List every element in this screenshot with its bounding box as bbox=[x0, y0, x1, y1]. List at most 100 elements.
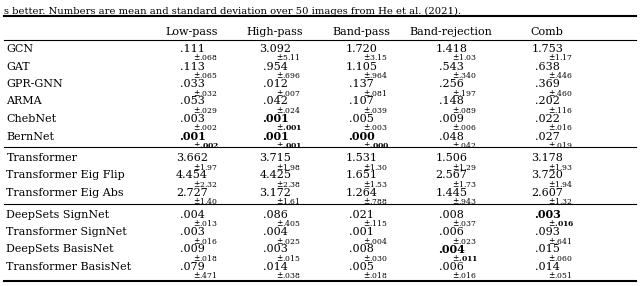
Text: $\pm$1.29: $\pm$1.29 bbox=[452, 162, 477, 172]
Text: $\pm$2.38: $\pm$2.38 bbox=[276, 179, 301, 189]
Text: 3.662: 3.662 bbox=[176, 153, 208, 163]
Text: .005: .005 bbox=[349, 114, 374, 124]
Text: $\pm$.039: $\pm$.039 bbox=[363, 105, 387, 115]
Text: $\pm$.068: $\pm$.068 bbox=[193, 53, 218, 63]
Text: $\pm$5.11: $\pm$5.11 bbox=[276, 53, 301, 63]
Text: .111: .111 bbox=[180, 44, 204, 54]
Text: 4.454: 4.454 bbox=[176, 170, 208, 180]
Text: $\pm$1.97: $\pm$1.97 bbox=[193, 162, 218, 172]
Text: $\pm$.004: $\pm$.004 bbox=[363, 235, 388, 245]
Text: $\pm$.405: $\pm$.405 bbox=[276, 218, 301, 228]
Text: .638: .638 bbox=[535, 61, 559, 72]
Text: $\pm$.002: $\pm$.002 bbox=[193, 122, 218, 132]
Text: $\pm$3.15: $\pm$3.15 bbox=[363, 53, 387, 63]
Text: Comb: Comb bbox=[531, 27, 564, 37]
Text: .093: .093 bbox=[535, 227, 559, 237]
Text: $\pm$1.94: $\pm$1.94 bbox=[548, 179, 573, 189]
Text: $\pm$.340: $\pm$.340 bbox=[452, 70, 477, 80]
Text: 1.264: 1.264 bbox=[346, 188, 378, 198]
Text: $\pm$.081: $\pm$.081 bbox=[363, 88, 387, 98]
Text: .008: .008 bbox=[349, 245, 374, 255]
Text: .086: .086 bbox=[263, 210, 287, 219]
Text: .107: .107 bbox=[349, 96, 374, 106]
Text: Transformer BasisNet: Transformer BasisNet bbox=[6, 262, 132, 272]
Text: 2.607: 2.607 bbox=[531, 188, 563, 198]
Text: 1.753: 1.753 bbox=[531, 44, 563, 54]
Text: .001: .001 bbox=[262, 114, 289, 124]
Text: 1.531: 1.531 bbox=[346, 153, 378, 163]
Text: $\pm$.019: $\pm$.019 bbox=[548, 140, 573, 150]
Text: .005: .005 bbox=[349, 262, 374, 272]
Text: .006: .006 bbox=[439, 227, 463, 237]
Text: $\pm$2.32: $\pm$2.32 bbox=[193, 179, 218, 189]
Text: $\pm$.115: $\pm$.115 bbox=[363, 218, 387, 228]
Text: 4.425: 4.425 bbox=[259, 170, 291, 180]
Text: .042: .042 bbox=[263, 96, 287, 106]
Text: .022: .022 bbox=[535, 114, 559, 124]
Text: $\pm$.001: $\pm$.001 bbox=[276, 140, 303, 150]
Text: $\pm$.001: $\pm$.001 bbox=[276, 122, 303, 132]
Text: $\pm$.197: $\pm$.197 bbox=[452, 88, 477, 98]
Text: $\pm$1.73: $\pm$1.73 bbox=[452, 179, 477, 189]
Text: $\pm$1.17: $\pm$1.17 bbox=[548, 53, 573, 63]
Text: Band-pass: Band-pass bbox=[333, 27, 390, 37]
Text: $\pm$.042: $\pm$.042 bbox=[452, 140, 477, 150]
Text: 3.715: 3.715 bbox=[259, 153, 291, 163]
Text: .004: .004 bbox=[438, 244, 465, 255]
Text: .003: .003 bbox=[534, 209, 561, 220]
Text: $\pm$.446: $\pm$.446 bbox=[548, 70, 573, 80]
Text: 1.720: 1.720 bbox=[346, 44, 378, 54]
Text: .033: .033 bbox=[180, 79, 204, 89]
Text: .027: .027 bbox=[535, 132, 559, 142]
Text: .003: .003 bbox=[263, 245, 287, 255]
Text: $\pm$.024: $\pm$.024 bbox=[276, 105, 301, 115]
Text: BernNet: BernNet bbox=[6, 132, 54, 142]
Text: 2.567: 2.567 bbox=[435, 170, 467, 180]
Text: 1.105: 1.105 bbox=[346, 61, 378, 72]
Text: .008: .008 bbox=[439, 210, 463, 219]
Text: $\pm$.016: $\pm$.016 bbox=[452, 271, 477, 281]
Text: Transformer: Transformer bbox=[6, 153, 77, 163]
Text: .954: .954 bbox=[263, 61, 287, 72]
Text: .014: .014 bbox=[263, 262, 287, 272]
Text: $\pm$.007: $\pm$.007 bbox=[276, 88, 301, 98]
Text: $\pm$1.32: $\pm$1.32 bbox=[548, 196, 573, 206]
Text: GPR-GNN: GPR-GNN bbox=[6, 79, 63, 89]
Text: $\pm$1.93: $\pm$1.93 bbox=[548, 162, 573, 172]
Text: DeepSets SignNet: DeepSets SignNet bbox=[6, 210, 109, 219]
Text: .148: .148 bbox=[439, 96, 463, 106]
Text: .003: .003 bbox=[180, 227, 204, 237]
Text: Low-pass: Low-pass bbox=[166, 27, 218, 37]
Text: .137: .137 bbox=[349, 79, 374, 89]
Text: $\pm$.018: $\pm$.018 bbox=[193, 253, 218, 263]
Text: 2.727: 2.727 bbox=[176, 188, 208, 198]
Text: 3.172: 3.172 bbox=[259, 188, 291, 198]
Text: Transformer Eig Abs: Transformer Eig Abs bbox=[6, 188, 124, 198]
Text: $\pm$.964: $\pm$.964 bbox=[363, 70, 388, 80]
Text: $\pm$.011: $\pm$.011 bbox=[452, 253, 479, 263]
Text: $\pm$.032: $\pm$.032 bbox=[193, 88, 218, 98]
Text: $\pm$.060: $\pm$.060 bbox=[548, 253, 573, 263]
Text: $\pm$.029: $\pm$.029 bbox=[193, 105, 218, 115]
Text: .113: .113 bbox=[180, 61, 204, 72]
Text: .001: .001 bbox=[179, 131, 205, 142]
Text: .014: .014 bbox=[535, 262, 559, 272]
Text: DeepSets BasisNet: DeepSets BasisNet bbox=[6, 245, 114, 255]
Text: $\pm$.116: $\pm$.116 bbox=[548, 105, 573, 115]
Text: .048: .048 bbox=[439, 132, 463, 142]
Text: .000: .000 bbox=[348, 131, 375, 142]
Text: $\pm$.018: $\pm$.018 bbox=[363, 271, 387, 281]
Text: Transformer Eig Flip: Transformer Eig Flip bbox=[6, 170, 125, 180]
Text: .256: .256 bbox=[439, 79, 463, 89]
Text: $\pm$.025: $\pm$.025 bbox=[276, 235, 301, 245]
Text: .001: .001 bbox=[349, 227, 374, 237]
Text: $\pm$.002: $\pm$.002 bbox=[193, 140, 220, 150]
Text: .012: .012 bbox=[263, 79, 287, 89]
Text: $\pm$.089: $\pm$.089 bbox=[452, 105, 477, 115]
Text: $\pm$1.30: $\pm$1.30 bbox=[363, 162, 387, 172]
Text: $\pm$1.40: $\pm$1.40 bbox=[193, 196, 218, 206]
Text: $\pm$1.61: $\pm$1.61 bbox=[276, 196, 301, 206]
Text: 1.418: 1.418 bbox=[435, 44, 467, 54]
Text: 3.178: 3.178 bbox=[531, 153, 563, 163]
Text: $\pm$.471: $\pm$.471 bbox=[193, 271, 218, 281]
